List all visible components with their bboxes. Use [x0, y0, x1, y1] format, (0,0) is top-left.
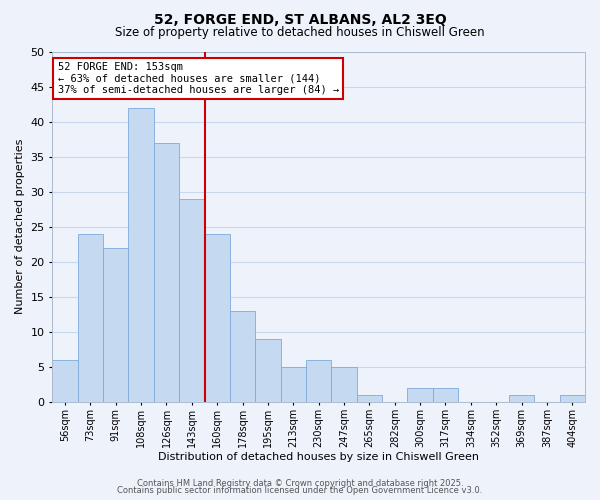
- Text: 52, FORGE END, ST ALBANS, AL2 3EQ: 52, FORGE END, ST ALBANS, AL2 3EQ: [154, 12, 446, 26]
- Bar: [128, 108, 154, 402]
- Bar: [77, 234, 103, 402]
- Bar: [205, 234, 230, 402]
- Bar: [560, 395, 585, 402]
- Bar: [179, 198, 205, 402]
- Bar: [407, 388, 433, 402]
- Bar: [154, 142, 179, 402]
- Bar: [331, 367, 357, 402]
- Bar: [230, 311, 255, 402]
- Bar: [255, 339, 281, 402]
- Text: Contains public sector information licensed under the Open Government Licence v3: Contains public sector information licen…: [118, 486, 482, 495]
- Y-axis label: Number of detached properties: Number of detached properties: [15, 139, 25, 314]
- Bar: [306, 360, 331, 402]
- Text: Size of property relative to detached houses in Chiswell Green: Size of property relative to detached ho…: [115, 26, 485, 39]
- Bar: [509, 395, 534, 402]
- Bar: [433, 388, 458, 402]
- Bar: [52, 360, 77, 402]
- Text: Contains HM Land Registry data © Crown copyright and database right 2025.: Contains HM Land Registry data © Crown c…: [137, 478, 463, 488]
- Text: 52 FORGE END: 153sqm
← 63% of detached houses are smaller (144)
37% of semi-deta: 52 FORGE END: 153sqm ← 63% of detached h…: [58, 62, 339, 95]
- Bar: [103, 248, 128, 402]
- Bar: [281, 367, 306, 402]
- Bar: [357, 395, 382, 402]
- X-axis label: Distribution of detached houses by size in Chiswell Green: Distribution of detached houses by size …: [158, 452, 479, 462]
